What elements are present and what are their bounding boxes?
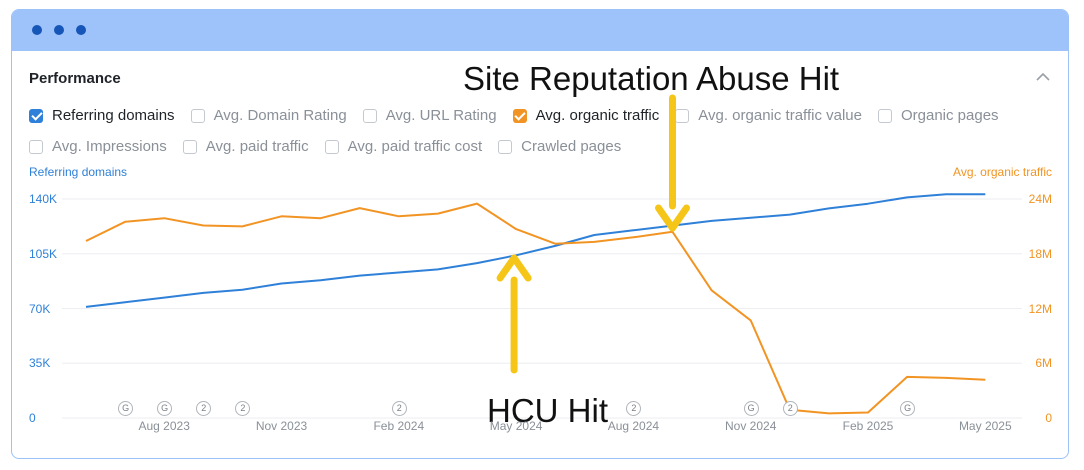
window-titlebar — [12, 10, 1068, 51]
performance-card: Performance Referring domains Avg. Domain… — [11, 9, 1069, 459]
chevron-up-icon[interactable] — [1034, 70, 1052, 84]
series-line-referring-domains[interactable] — [85, 193, 986, 308]
metric-toggle-label: Avg. paid traffic cost — [347, 138, 483, 155]
checkbox-checked-icon[interactable] — [512, 108, 527, 123]
site-reputation-annotation: Site Reputation Abuse Hit — [463, 60, 840, 97]
metric-toggle-label: Crawled pages — [521, 138, 622, 155]
x-axis-tick-label: Nov 2024 — [725, 419, 777, 433]
checkbox-icon[interactable] — [190, 108, 205, 123]
right-axis-tick-label: 6M — [1035, 356, 1052, 371]
checkbox-checked-icon[interactable] — [29, 108, 43, 123]
metric-toggle-label: Avg. paid traffic — [205, 138, 309, 155]
metric-toggle-avg-url-rating[interactable]: Avg. URL Rating — [362, 107, 497, 124]
window-dot-icon — [54, 25, 64, 35]
event-marker[interactable]: 2 — [626, 401, 642, 416]
right-axis-tick-label: 24M — [1028, 192, 1052, 206]
metric-toggle-label: Organic pages — [900, 107, 999, 124]
checkbox-icon[interactable] — [498, 139, 513, 154]
right-axis-tick-label: 0 — [1045, 411, 1052, 425]
x-axis-tick-label: Nov 2023 — [255, 419, 308, 433]
metric-toggle-organic-pages[interactable]: Organic pages — [877, 107, 999, 124]
left-axis-tick-label: 105K — [29, 246, 58, 261]
event-marker[interactable]: G — [743, 401, 759, 416]
checkbox-icon[interactable] — [877, 108, 892, 123]
right-axis-tick-label: 12M — [1028, 301, 1052, 316]
hcu-annotation: HCU Hit — [487, 392, 608, 429]
x-axis-tick-label: May 2024 — [489, 419, 543, 433]
metric-toggle-crawled-pages[interactable]: Crawled pages — [498, 138, 621, 155]
window-dot-icon — [32, 25, 42, 35]
metric-toggle-avg-paid-traffic-cost[interactable]: Avg. paid traffic cost — [324, 138, 483, 155]
metric-toggle-avg-organic-traffic[interactable]: Avg. organic traffic — [512, 107, 660, 124]
metric-toggle-referring-domains[interactable]: Referring domains — [29, 107, 175, 124]
metric-toggle-avg-impressions[interactable]: Avg. Impressions — [29, 138, 167, 155]
event-marker[interactable]: 2 — [235, 401, 251, 416]
left-axis-tick-label: 70K — [29, 301, 51, 316]
metric-toggles-row-2: Avg. Impressions Avg. paid traffic Avg. pa… — [29, 138, 637, 155]
right-axis-title: Avg. organic traffic — [953, 165, 1052, 179]
window-dot-icon — [76, 25, 86, 35]
metric-toggle-label: Avg. organic traffic value — [698, 107, 862, 124]
x-axis-tick-label: May 2025 — [958, 419, 1012, 433]
metric-toggles-row-1: Referring domains Avg. Domain Rating Avg. … — [29, 107, 1015, 124]
event-marker[interactable]: G — [157, 401, 173, 416]
metric-toggle-label: Avg. Domain Rating — [213, 107, 347, 124]
metric-toggle-avg-domain-rating[interactable]: Avg. Domain Rating — [190, 107, 347, 124]
metric-toggle-label: Avg. URL Rating — [385, 107, 497, 124]
arrow-down-icon-head — [655, 204, 690, 232]
left-axis-tick-label: 0 — [29, 411, 36, 425]
left-axis-tick-label: 140K — [29, 192, 58, 206]
x-axis-tick-label: Aug 2024 — [607, 419, 660, 433]
metric-toggle-avg-paid-traffic[interactable]: Avg. paid traffic — [182, 138, 309, 155]
event-marker[interactable]: G — [900, 401, 916, 416]
arrow-up-icon-head — [496, 254, 532, 282]
event-marker[interactable]: 2 — [782, 401, 798, 416]
metric-toggle-label: Avg. organic traffic — [535, 107, 660, 124]
event-marker[interactable]: 2 — [196, 401, 212, 416]
panel-title: Performance — [29, 70, 121, 87]
x-axis-tick-label: Aug 2023 — [138, 419, 190, 433]
event-marker[interactable]: G — [118, 401, 134, 416]
checkbox-icon[interactable] — [29, 139, 43, 154]
x-axis-tick-label: Feb 2025 — [842, 419, 894, 433]
left-axis-tick-label: 35K — [29, 356, 51, 371]
checkbox-icon[interactable] — [362, 108, 377, 123]
series-line-avg-organic-traffic[interactable] — [85, 202, 986, 415]
left-axis-title: Referring domains — [29, 165, 128, 179]
checkbox-icon[interactable] — [324, 139, 339, 154]
right-axis-tick-label: 18M — [1028, 246, 1052, 261]
metric-toggle-label: Avg. Impressions — [52, 138, 167, 155]
checkbox-icon[interactable] — [182, 139, 197, 154]
x-axis-tick-label: Feb 2024 — [373, 419, 425, 433]
metric-toggle-label: Referring domains — [52, 107, 175, 124]
event-marker[interactable]: 2 — [391, 401, 407, 416]
